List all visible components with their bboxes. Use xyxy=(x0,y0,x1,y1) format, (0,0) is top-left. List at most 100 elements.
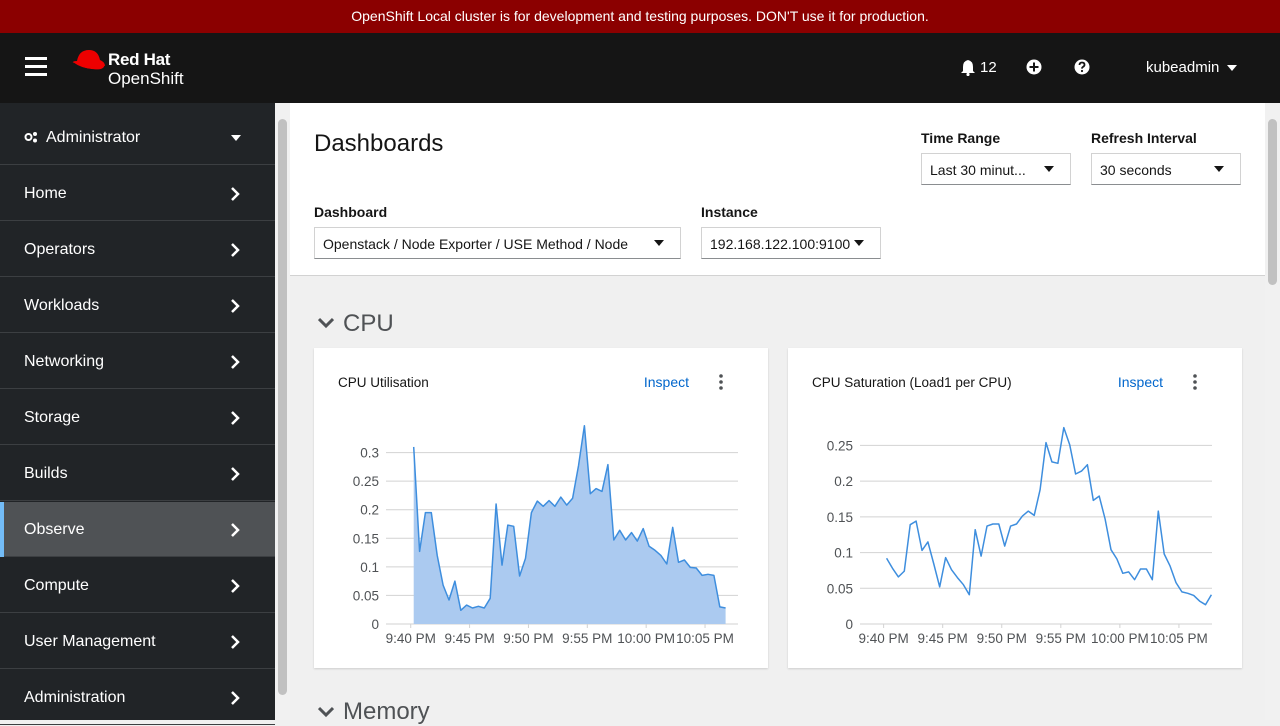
kebab-dot xyxy=(1193,380,1197,384)
chevron xyxy=(231,579,240,593)
y-tick-label: 0.25 xyxy=(827,438,853,453)
x-tick-label: 9:55 PM xyxy=(1036,631,1086,646)
x-tick-label: 10:00 PM xyxy=(617,631,675,646)
help-icon[interactable] xyxy=(1074,59,1090,75)
add-icon[interactable] xyxy=(1026,59,1042,75)
caret xyxy=(1227,65,1237,71)
nav-label: Operators xyxy=(24,241,96,258)
refresh-select[interactable]: 30 seconds xyxy=(1091,153,1241,185)
nav-item[interactable]: Workloads xyxy=(0,278,275,333)
nav-item[interactable]: Builds xyxy=(0,446,275,501)
nav-item[interactable]: Networking xyxy=(0,334,275,389)
page-title: Dashboards xyxy=(314,130,444,157)
menu-toggle[interactable] xyxy=(24,55,48,79)
kebab-dot xyxy=(719,374,723,378)
nav-item[interactable]: Administration xyxy=(0,670,275,725)
sidebar: Administrator Home Operators Workloads Netw… xyxy=(0,103,275,725)
chevron xyxy=(231,411,240,425)
time-range-label: Time Range xyxy=(921,130,1001,146)
nav-item[interactable]: Storage xyxy=(0,390,275,445)
nav-label: Storage xyxy=(24,409,81,426)
x-tick-label: 9:40 PM xyxy=(858,631,908,646)
nav-item[interactable]: Observe xyxy=(0,502,275,557)
kebab-dot xyxy=(1193,374,1197,378)
y-tick-label: 0.15 xyxy=(353,531,379,546)
x-tick-label: 9:50 PM xyxy=(503,631,553,646)
dashboard-select[interactable]: Openstack / Node Exporter / USE Method /… xyxy=(314,227,681,259)
area xyxy=(413,425,726,624)
nav-label: Networking xyxy=(24,353,105,370)
x-tick-label: 10:05 PM xyxy=(676,631,734,646)
perspective-switcher[interactable]: Administrator xyxy=(0,110,275,165)
nav-item[interactable]: Operators xyxy=(0,222,275,277)
nav-label: Compute xyxy=(24,577,89,594)
chart-card: CPU Utilisation Inspect 0 0.05 0.1 0.15 0.2 0.2… xyxy=(314,348,768,668)
y-tick-label: 0.05 xyxy=(353,588,379,603)
nav-label: Builds xyxy=(24,465,68,482)
x-tick-label: 9:45 PM xyxy=(918,631,968,646)
instance-select[interactable]: 192.168.122.100:9100 xyxy=(701,227,881,259)
chevron xyxy=(231,635,240,649)
chart-title: CPU Utilisation xyxy=(338,375,429,390)
time-range-select[interactable]: Last 30 minut... xyxy=(921,153,1071,185)
brand-top: Red Hat xyxy=(108,50,171,69)
x-tick-label: 9:40 PM xyxy=(386,631,436,646)
y-tick-label: 0.2 xyxy=(360,503,379,518)
chevron xyxy=(231,467,240,481)
chevron xyxy=(231,243,240,257)
x-tick-label: 10:05 PM xyxy=(1150,631,1208,646)
nav-item[interactable]: Home xyxy=(0,166,275,221)
y-tick-label: 0.25 xyxy=(353,474,379,489)
x-tick-label: 9:50 PM xyxy=(977,631,1027,646)
scrollbar xyxy=(1265,103,1280,720)
refresh-label: Refresh Interval xyxy=(1091,130,1197,146)
section-toggle[interactable] xyxy=(318,317,334,329)
select-value: Last 30 minut... xyxy=(930,162,1026,178)
chart: CPU Utilisation Inspect 0 0.05 0.1 0.15 0.2 0.2… xyxy=(338,374,738,646)
scrollbar xyxy=(275,103,290,720)
kebab-dot xyxy=(719,380,723,384)
notification-count[interactable]: 12 xyxy=(980,59,997,76)
x-tick-label: 9:45 PM xyxy=(444,631,494,646)
caret xyxy=(1214,166,1224,172)
section-toggle[interactable] xyxy=(318,706,334,718)
dashboard-label: Dashboard xyxy=(314,204,388,220)
nav-label: Workloads xyxy=(24,297,100,314)
masthead: Red Hat OpenShift 12 kubeadmin xyxy=(0,33,1280,103)
line xyxy=(412,424,726,612)
caret xyxy=(231,135,241,141)
inspect-link[interactable]: Inspect xyxy=(1118,374,1163,390)
y-tick-label: 0.05 xyxy=(827,581,853,596)
y-tick-label: 0 xyxy=(371,617,379,632)
y-tick-label: 0 xyxy=(845,617,853,632)
caret xyxy=(654,240,664,246)
chart-title: CPU Saturation (Load1 per CPU) xyxy=(812,375,1012,390)
chevron xyxy=(231,299,240,313)
nav-item[interactable]: Compute xyxy=(0,558,275,613)
y-tick-label: 0.1 xyxy=(360,560,379,575)
brand-bottom: OpenShift xyxy=(108,69,184,88)
perspective: Administrator xyxy=(46,129,141,146)
caret xyxy=(1044,166,1054,172)
kebab-dot xyxy=(719,386,723,390)
kebab-dot xyxy=(1193,386,1197,390)
logo xyxy=(72,50,106,71)
chevron xyxy=(231,523,240,537)
select-value: 192.168.122.100:9100 xyxy=(710,236,851,252)
page-header: Dashboards Time Range Last 30 minut... R… xyxy=(290,103,1265,276)
nav-item[interactable]: User Management xyxy=(0,614,275,669)
x-tick-label: 9:55 PM xyxy=(562,631,612,646)
banner: OpenShift Local cluster is for developme… xyxy=(0,0,1280,33)
inspect-link[interactable]: Inspect xyxy=(644,374,689,390)
select-value: 30 seconds xyxy=(1100,162,1172,178)
instance-label: Instance xyxy=(701,204,758,220)
nav-label: Administration xyxy=(24,689,126,706)
y-tick-label: 0.1 xyxy=(834,546,853,561)
line xyxy=(885,426,1213,606)
bell-icon[interactable] xyxy=(960,59,976,76)
chart-card: CPU Saturation (Load1 per CPU) Inspect 0 0.… xyxy=(788,348,1242,668)
nav-label: User Management xyxy=(24,633,156,650)
y-tick-label: 0.3 xyxy=(360,446,379,461)
user-menu[interactable]: kubeadmin xyxy=(1146,59,1220,76)
section-title: CPU xyxy=(343,310,394,337)
